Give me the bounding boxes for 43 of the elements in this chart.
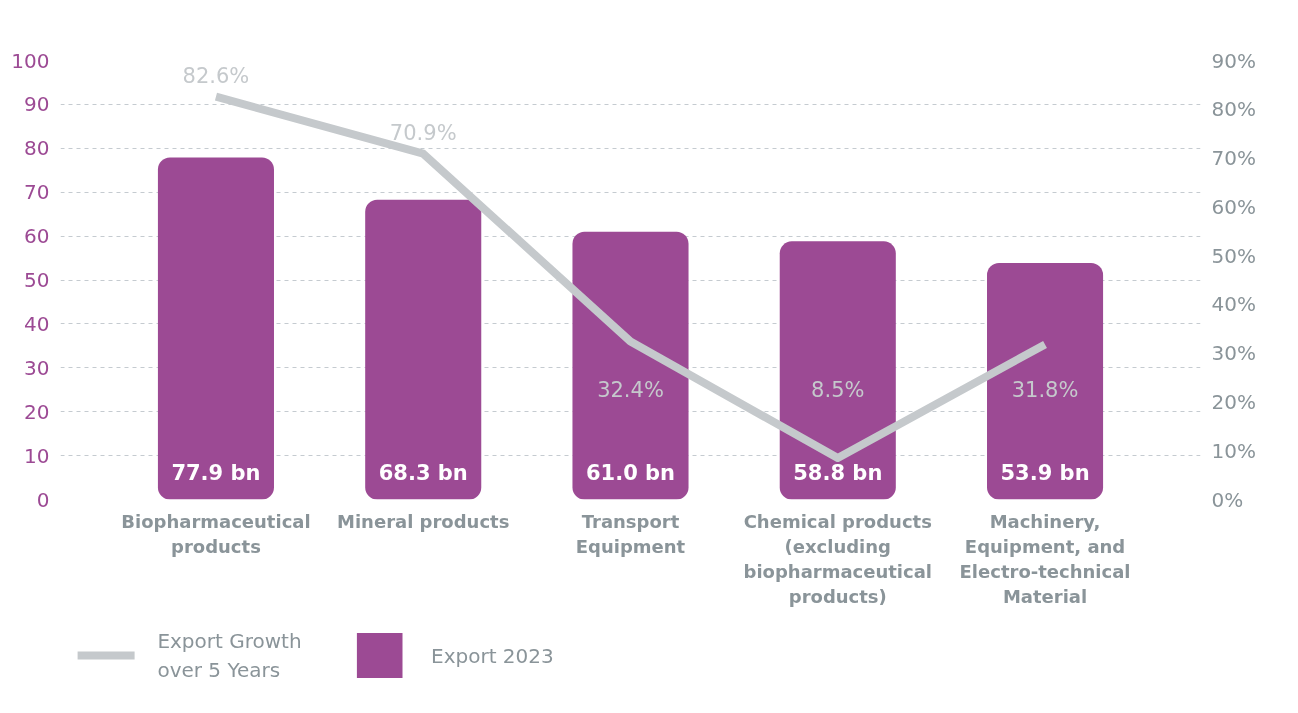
data-label: 32.4% (597, 377, 664, 402)
legend-label: Export Growth over 5 Years (157, 629, 302, 682)
y-tick-label: 0 (36, 487, 50, 512)
y-tick-label: 70 (24, 180, 50, 205)
y-tick-label: 10 (24, 443, 50, 468)
y-tick-label: 40 (24, 311, 50, 336)
y-tick-label: 50 (24, 268, 50, 292)
y2-tick-label: 80% (1211, 97, 1256, 122)
data-label: 68.3 bn (378, 461, 468, 486)
y2-tick-label: 10% (1211, 438, 1256, 463)
bar (157, 157, 274, 500)
data-label: 58.8 bn (793, 461, 883, 486)
y2-tick-label: 20% (1211, 389, 1256, 414)
y-tick-label: 90 (24, 92, 50, 117)
data-label: 31.8% (1011, 377, 1079, 402)
bar (572, 231, 689, 500)
x-tick-label: Chemical products (excluding biopharmaceutical products) (743, 510, 933, 608)
x-tick-label: Biopharmaceutical products (121, 510, 311, 557)
y2-tick-label: 40% (1211, 292, 1256, 317)
bar (779, 241, 896, 500)
y2-tick-label: 90% (1211, 48, 1256, 73)
data-label: 77.9 bn (171, 461, 261, 486)
legend-label: Export 2023 (431, 643, 554, 668)
y2-tick-label: 0% (1211, 487, 1244, 512)
y-tick-label: 100 (11, 48, 50, 73)
y2-tick-label: 50% (1211, 243, 1256, 268)
bar (987, 262, 1104, 500)
data-label: 70.9% (389, 120, 457, 145)
data-label: 61.0 bn (585, 461, 676, 486)
x-tick-label: Transport Equipment (575, 510, 686, 557)
x-tick-label: Machinery, Equipment, and Electro-technical Material (959, 510, 1131, 608)
y-tick-label: 20 (24, 399, 50, 424)
x-tick-label: Mineral products (337, 510, 510, 532)
y-tick-label: 60 (24, 224, 50, 249)
y-tick-label: 30 (24, 355, 50, 380)
y-tick-label: 80 (24, 136, 50, 161)
y2-tick-label: 60% (1211, 194, 1256, 219)
y2-tick-label: 70% (1211, 146, 1256, 171)
data-label: 8.5% (811, 377, 865, 402)
data-label: 82.6% (182, 63, 250, 88)
y2-tick-label: 30% (1211, 341, 1256, 366)
data-label: 53.9 bn (1000, 461, 1090, 486)
bar (365, 199, 482, 500)
